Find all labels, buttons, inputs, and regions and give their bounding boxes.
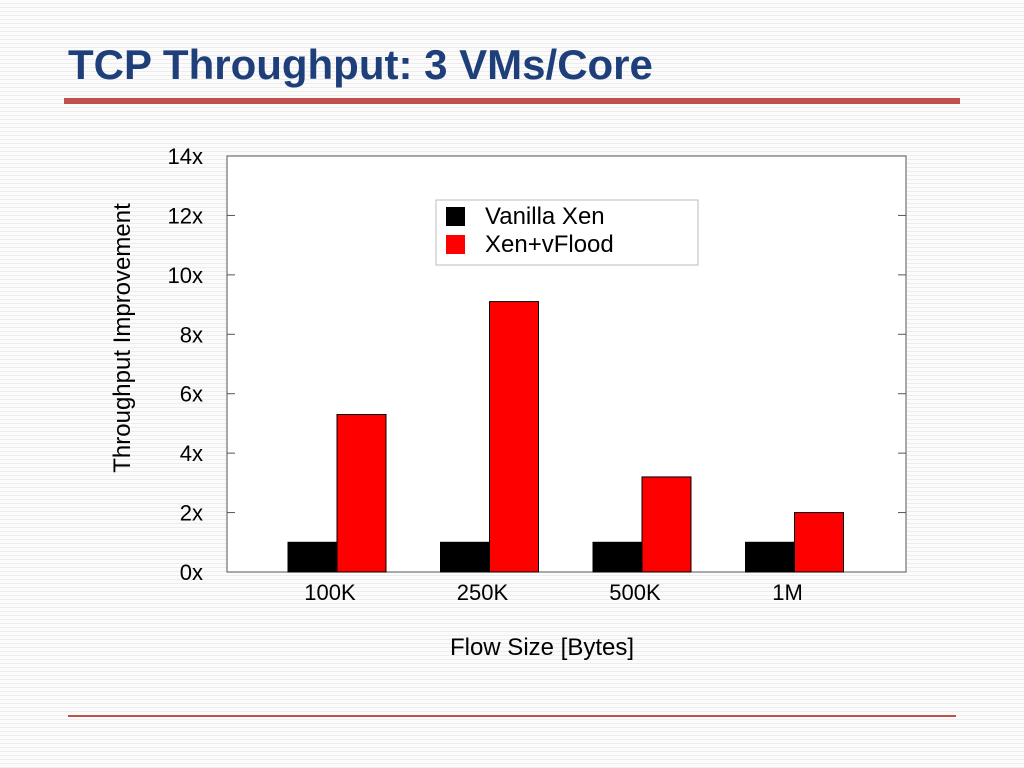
y-tick-label: 0x <box>180 560 203 585</box>
x-tick-label: 1M <box>772 580 803 605</box>
legend-label: Xen+vFlood <box>485 231 614 258</box>
bar-xen-vflood-500k <box>641 476 692 573</box>
y-tick-label: 2x <box>180 501 203 526</box>
bar-xen-vflood-1m <box>794 512 844 573</box>
title-divider <box>64 98 960 104</box>
legend-label: Vanilla Xen <box>485 203 605 230</box>
y-axis-ticks: 0x 2x 4x 6x 8x 10x 12x 14x <box>168 144 906 585</box>
y-axis-label: Throughput Improvement <box>109 203 136 473</box>
y-tick-label: 12x <box>168 203 203 228</box>
y-tick-label: 6x <box>180 382 203 407</box>
bar-vanilla-xen-1m <box>745 541 795 573</box>
y-tick-label: 14x <box>168 144 203 169</box>
y-tick-label: 8x <box>180 322 203 347</box>
bar-xen-vflood-100k <box>336 414 387 573</box>
y-tick-label: 10x <box>168 263 203 288</box>
x-tick-label: 100K <box>304 580 356 605</box>
y-tick-label: 4x <box>180 441 203 466</box>
bar-xen-vflood-250k <box>489 301 539 573</box>
x-tick-label: 250K <box>457 580 509 605</box>
bar-vanilla-xen-100k <box>287 541 338 573</box>
x-tick-label: 500K <box>609 580 661 605</box>
bars <box>287 301 844 573</box>
bar-vanilla-xen-250k <box>440 541 490 573</box>
slide-title: TCP Throughput: 3 VMs/Core <box>68 41 653 88</box>
x-axis-tick-labels: 100K 250K 500K 1M <box>304 580 802 605</box>
footer-divider <box>68 715 956 717</box>
bar-vanilla-xen-500k <box>592 541 643 573</box>
legend-swatch <box>446 207 465 226</box>
legend-box <box>435 199 699 266</box>
x-axis-label: Flow Size [Bytes] <box>450 634 634 661</box>
legend-swatch <box>446 235 465 254</box>
